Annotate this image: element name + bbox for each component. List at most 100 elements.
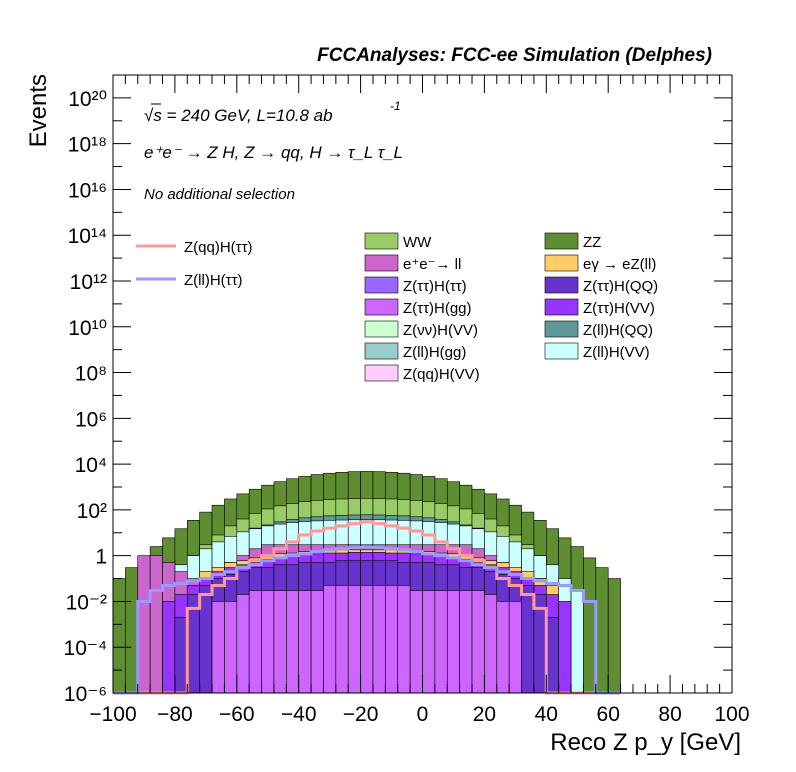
y-tick-label: 10⁻⁶ [64,683,107,706]
bar [174,617,188,694]
y-tick-label: 10¹⁴ [68,225,107,248]
bar [323,585,337,694]
legend-label: Z(ll)H(VV) [583,344,650,361]
bar [347,585,361,694]
energy-annotation: √s = 240 GeV, L=10.8 ab [144,106,333,125]
bar [484,594,498,694]
y-tick-label: 10⁻² [66,591,107,614]
bar [372,585,386,694]
process-annotation: e⁺e⁻ → Z H, Z → qq, H → τ_L τ_L [144,143,403,162]
selection-annotation: No additional selection [144,186,295,203]
legend-swatch [364,342,399,360]
bar [422,590,436,694]
legend-line-label: Z(ll)H(ττ) [184,272,243,289]
legend-swatch [544,320,579,338]
y-tick-label: 10¹⁶ [68,179,107,202]
x-tick-label: 80 [658,703,681,726]
x-axis: −100 −80 −60 −40 −20 0 20 40 60 80 100 [89,75,750,726]
legend-swatch [544,232,579,250]
legend-label: Z(qq)H(VV) [403,366,480,383]
bar [236,594,250,694]
x-tick-label: 20 [473,703,496,726]
bar [298,590,312,694]
bar [224,601,238,694]
bar [446,590,460,694]
stack-8 [211,585,522,694]
legend-label: ZZ [583,234,601,251]
legend-label: Z(ττ)H(ττ) [403,278,467,295]
legend-label: Z(ττ)H(gg) [403,300,472,317]
bar [409,590,423,694]
y-tick-label: 10⁻⁴ [64,637,107,660]
bar [570,590,584,694]
legend-swatch [364,320,399,338]
bar [496,601,510,694]
energy-exponent: -1 [390,99,401,113]
bar [360,585,374,694]
x-tick-label: 100 [714,703,749,726]
bar [199,585,213,694]
x-tick-label: −80 [157,703,193,726]
signal-line-layer [113,520,621,695]
legend-label: Z(ll)H(QQ) [583,322,653,339]
signal-line-1 [113,545,621,695]
legend-label: Z(ττ)H(QQ) [583,278,658,295]
legend-swatch [364,276,399,294]
y-tick-label: 10¹² [70,271,107,294]
bar [508,601,522,694]
legend: WW e⁺e⁻→ ll Z(ττ)H(ττ) Z(ττ)H(gg) Z(νν)H(VV)… [136,232,658,383]
bar [137,555,151,694]
y-tick-label: 10¹⁸ [68,134,107,157]
legend-line-label: Z(qq)H(ττ) [184,239,253,256]
legend-label: eγ → eZ(ll) [583,256,656,273]
y-tick-label: 10² [77,500,107,523]
bar [162,601,176,694]
y-tick-label: 10²⁰ [68,88,107,111]
signal-line-0 [113,520,621,695]
y-tick-label: 10⁴ [75,454,107,477]
x-tick-label: 60 [597,703,620,726]
legend-swatch [544,342,579,360]
legend-label: Z(νν)H(VV) [403,322,478,339]
y-tick-label: 10⁶ [75,408,107,431]
bar [545,617,559,694]
x-tick-label: −100 [89,703,136,726]
chart-title: FCCAnalyses: FCC-ee Simulation (Delphes) [317,45,712,66]
y-tick-label: 10¹⁰ [68,317,107,340]
bar [397,585,411,694]
legend-swatch [364,298,399,316]
legend-label: WW [403,234,432,251]
legend-label: Z(ll)H(gg) [403,344,466,361]
bar [310,590,324,694]
legend-label: e⁺e⁻→ ll [403,256,461,273]
bar [459,590,473,694]
y-tick-label: 1 [95,546,107,569]
bar [558,601,572,694]
legend-swatch [544,298,579,316]
bar [471,590,485,694]
x-tick-label: −20 [343,703,379,726]
legend-swatch [544,276,579,294]
x-tick-label: 0 [417,703,429,726]
bar [385,585,399,694]
x-tick-label: −60 [219,703,255,726]
x-tick-label: 40 [535,703,558,726]
bar [248,590,262,694]
bar [261,590,275,694]
bar [125,567,139,694]
bar [434,590,448,694]
bar [335,585,349,694]
legend-label: Z(ττ)H(VV) [583,300,655,317]
bar [583,557,597,694]
legend-swatch [364,364,399,382]
bar [607,578,621,694]
bar [286,590,300,694]
x-tick-label: −40 [281,703,317,726]
y-tick-label: 10⁸ [75,363,107,386]
legend-swatch [544,254,579,272]
legend-swatch [364,254,399,272]
legend-swatch [364,232,399,250]
bar [149,555,163,694]
x-axis-label: Reco Z p_y [GeV] [550,729,741,756]
